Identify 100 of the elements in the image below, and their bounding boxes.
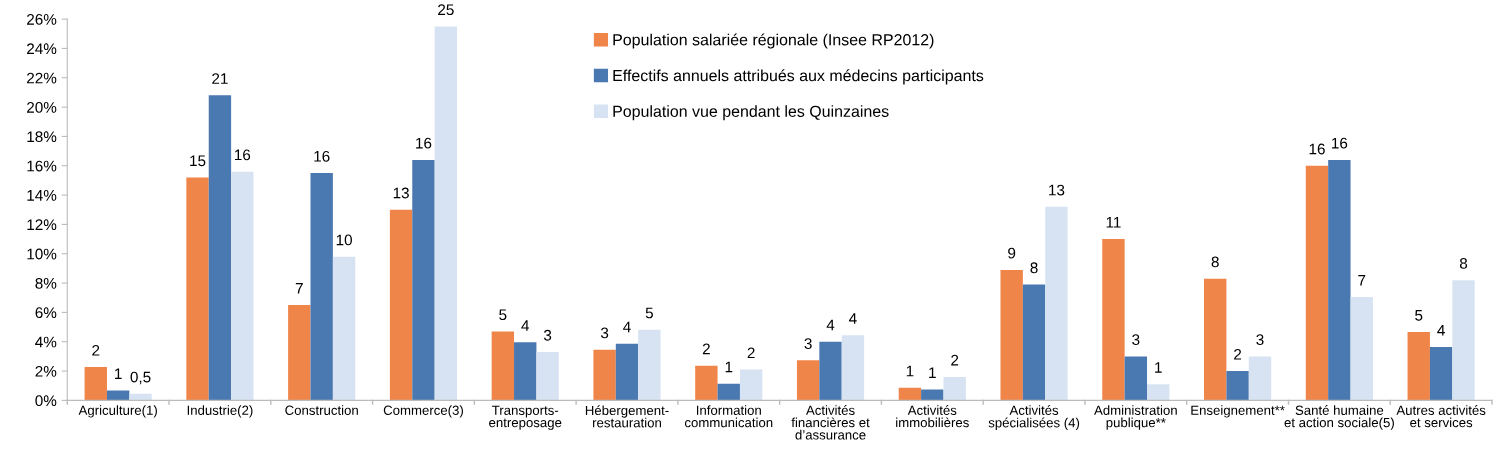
data-label: 16 [234, 149, 251, 161]
data-label: 8 [1211, 256, 1219, 268]
x-tick-label: Santé humaine et action sociale(5) [1284, 405, 1394, 430]
x-tick-label: Activités immobilières [896, 405, 969, 428]
y-tick-label: 2% [35, 365, 57, 377]
bar [1045, 206, 1068, 401]
bar [514, 342, 537, 401]
bar [288, 305, 311, 401]
bar [412, 159, 435, 401]
data-label: 3 [543, 329, 552, 341]
bar [1147, 384, 1170, 401]
x-tick-label: Activités spécialisées (4) [988, 405, 1080, 431]
data-label: 1 [115, 368, 122, 379]
y-tick-label: 16% [27, 160, 57, 172]
data-label: 4 [1437, 325, 1445, 336]
bar [389, 209, 413, 401]
data-label: 4 [826, 319, 835, 331]
bar [186, 177, 209, 401]
legend-label: Effectifs annuels attribués aux médecins participants [613, 69, 984, 85]
data-label: 3 [804, 338, 812, 350]
bar [1248, 356, 1272, 401]
y-tick-label: 4% [35, 336, 57, 348]
data-label: 25 [438, 4, 454, 16]
bar [943, 376, 966, 401]
data-label: 3 [600, 327, 609, 339]
data-label: 2 [747, 347, 755, 359]
data-label: 21 [212, 73, 228, 84]
data-label: 16 [416, 137, 432, 149]
bar [841, 335, 865, 401]
bar [695, 365, 718, 401]
bar [1350, 297, 1373, 401]
data-label: 1 [1155, 362, 1162, 373]
data-label: 7 [1358, 275, 1366, 286]
data-label: 1 [906, 365, 914, 377]
bar [129, 393, 152, 401]
data-label: 9 [1008, 247, 1016, 259]
bar [1022, 284, 1046, 401]
data-label: 0,5 [130, 371, 151, 385]
x-tick-label: Industrie(2) [187, 405, 253, 418]
x-tick-label: Hébergement- restauration [585, 405, 669, 428]
data-label: 7 [295, 283, 303, 294]
x-tick-label: Transports- entreposage [489, 405, 562, 430]
data-label: 15 [190, 155, 206, 167]
data-label: 13 [1049, 184, 1065, 196]
bar [921, 389, 944, 401]
x-tick-label: Agriculture(1) [78, 405, 157, 418]
bar [208, 95, 232, 401]
data-label: 16 [314, 150, 330, 162]
bar [638, 329, 661, 401]
y-tick-label: 10% [27, 248, 57, 260]
data-label: 4 [521, 320, 530, 331]
bar [739, 369, 763, 401]
y-tick-label: 8% [35, 277, 57, 289]
bar [491, 331, 515, 401]
x-tick-label: Information communication [684, 405, 773, 428]
data-label: 1 [725, 361, 733, 373]
bar [898, 387, 922, 401]
bar [310, 173, 333, 401]
x-tick-label: Autres activités et services [1396, 405, 1486, 428]
data-label: 1 [929, 367, 936, 378]
data-label: 2 [702, 343, 710, 355]
bar [717, 383, 740, 401]
bar [1305, 165, 1329, 401]
data-label: 2 [1234, 348, 1242, 360]
bar [819, 341, 842, 401]
x-tick-label: Enseignement** [1191, 405, 1285, 418]
data-label: 5 [499, 309, 507, 321]
legend-label: Population vue pendant les Quinzaines [613, 105, 889, 121]
bar [231, 171, 254, 401]
x-tick-label: Activités financières et d’assurance [791, 405, 870, 440]
bar [796, 360, 820, 401]
bar [536, 352, 559, 401]
y-tick-label: 18% [27, 131, 57, 143]
y-tick-label: 14% [27, 190, 57, 201]
bar [1124, 356, 1148, 401]
data-label: 3 [1256, 334, 1264, 346]
x-tick-label: Construction [285, 405, 358, 415]
y-tick-label: 24% [27, 43, 57, 55]
bar [593, 349, 616, 401]
bar [1452, 280, 1475, 401]
bar [615, 343, 639, 401]
data-label: 8 [1030, 262, 1038, 274]
data-label: 2 [92, 344, 100, 356]
bar [1102, 239, 1125, 401]
bar [1204, 278, 1227, 401]
data-label: 8 [1459, 257, 1468, 269]
data-label: 3 [1132, 334, 1140, 346]
bar [1429, 347, 1453, 401]
y-tick-label: 0% [35, 395, 57, 407]
data-label: 10 [336, 234, 352, 246]
bar [434, 26, 458, 401]
data-label: 13 [393, 187, 409, 199]
data-label: 5 [1415, 310, 1423, 321]
bar [332, 256, 356, 401]
data-label: 16 [1309, 143, 1325, 155]
bar [106, 390, 130, 401]
data-label: 4 [623, 321, 631, 333]
x-tick-label: Administration publique** [1094, 405, 1177, 430]
legend-label: Population salariée régionale (Insee RP2012) [613, 33, 934, 49]
bar [1000, 269, 1023, 401]
